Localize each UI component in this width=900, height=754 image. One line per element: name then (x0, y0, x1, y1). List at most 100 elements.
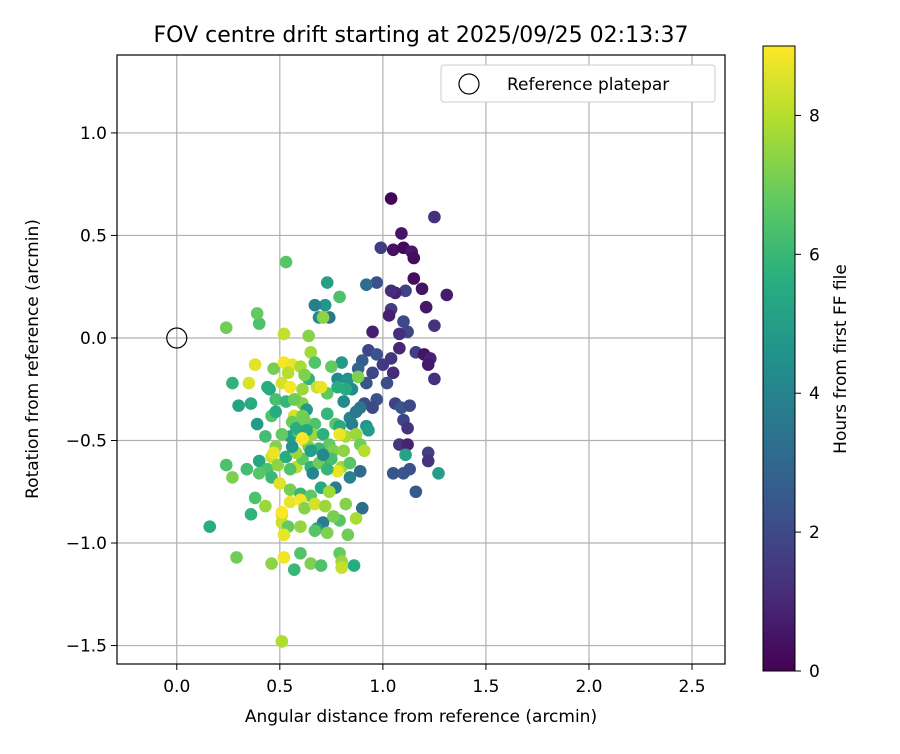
data-point (290, 421, 303, 435)
data-point (440, 288, 454, 302)
data-point (316, 311, 330, 324)
data-point (333, 290, 346, 304)
data-point (349, 405, 363, 419)
data-point (349, 512, 363, 525)
data-point (384, 192, 398, 205)
data-point (259, 430, 272, 443)
data-point (322, 485, 336, 499)
data-point (285, 440, 299, 453)
y-tick-label: −0.5 (66, 431, 107, 451)
data-point (287, 393, 301, 406)
data-point (325, 360, 338, 373)
colorbar-gradient (762, 45, 796, 672)
data-point (271, 458, 285, 472)
legend-box (440, 64, 716, 103)
x-tick-label: 2.5 (679, 677, 706, 697)
data-point (401, 421, 414, 435)
data-point (296, 382, 309, 396)
data-point (316, 428, 330, 441)
legend-marker (458, 73, 480, 95)
data-point (370, 348, 383, 361)
data-point (298, 368, 311, 382)
data-point (349, 428, 363, 441)
data-point (362, 423, 375, 437)
data-point (308, 497, 322, 511)
colorbar-tick-label: 2 (809, 523, 820, 543)
data-point (337, 395, 351, 408)
data-point (403, 399, 416, 412)
data-point (232, 399, 245, 412)
data-point (259, 499, 272, 513)
data-point (393, 341, 406, 355)
reference-platepar-marker (166, 327, 188, 349)
data-point (351, 370, 365, 384)
data-point (277, 551, 291, 564)
data-point (384, 284, 398, 298)
data-point (275, 635, 289, 648)
data-point (219, 458, 233, 472)
data-point (415, 282, 429, 296)
data-point (341, 372, 355, 386)
data-point (347, 559, 361, 572)
data-point (308, 298, 322, 312)
data-point (226, 376, 239, 390)
data-point (267, 446, 280, 460)
y-tick-label: −1.5 (66, 637, 107, 657)
data-point (419, 300, 433, 314)
data-point (318, 499, 332, 513)
colorbar-label: Hours from first FF file (831, 264, 851, 454)
data-point (374, 241, 388, 255)
data-point (267, 362, 280, 376)
data-point (298, 413, 311, 427)
data-point (314, 559, 328, 572)
data-point (250, 307, 264, 320)
data-point (298, 501, 311, 515)
data-point (343, 456, 357, 470)
data-point (409, 485, 423, 499)
x-axis-label: Angular distance from reference (arcmin) (245, 707, 597, 727)
data-point (320, 407, 334, 421)
data-point (277, 528, 291, 542)
x-tick-label: 1.5 (472, 677, 499, 697)
data-point (358, 444, 371, 458)
data-point (248, 491, 262, 505)
data-point (296, 432, 309, 445)
data-point (308, 524, 322, 538)
data-point (376, 358, 390, 371)
data-point (320, 526, 334, 540)
data-point (287, 563, 301, 576)
data-point (395, 227, 408, 240)
data-point (320, 276, 334, 289)
legend-label: Reference platepar (507, 75, 669, 95)
data-point (428, 319, 441, 332)
data-point (421, 454, 435, 468)
data-point (386, 366, 400, 380)
data-point (331, 380, 344, 394)
data-point (341, 528, 355, 542)
data-point (294, 520, 307, 533)
data-point (366, 325, 379, 339)
data-point (335, 356, 348, 369)
data-point (273, 477, 287, 490)
data-point (370, 276, 383, 289)
x-tick-label: 0.0 (163, 677, 190, 697)
data-point (428, 372, 441, 386)
data-point (252, 467, 266, 480)
plot-frame (116, 54, 726, 665)
data-point (248, 358, 262, 371)
data-point (393, 327, 406, 341)
data-point (230, 551, 243, 564)
data-point (275, 505, 289, 519)
data-point (283, 380, 297, 394)
data-point (318, 298, 332, 312)
data-point (261, 380, 274, 394)
data-point (203, 520, 217, 533)
x-axis-ticks: 0.0 0.5 1.0 1.5 2.0 2.5 (163, 664, 706, 697)
data-point (308, 356, 322, 369)
x-tick-label: 0.5 (266, 677, 293, 697)
data-point (360, 278, 373, 291)
data-point (333, 428, 346, 441)
colorbar-tick-label: 8 (809, 106, 820, 126)
data-point (397, 315, 410, 328)
data-point (283, 462, 297, 476)
